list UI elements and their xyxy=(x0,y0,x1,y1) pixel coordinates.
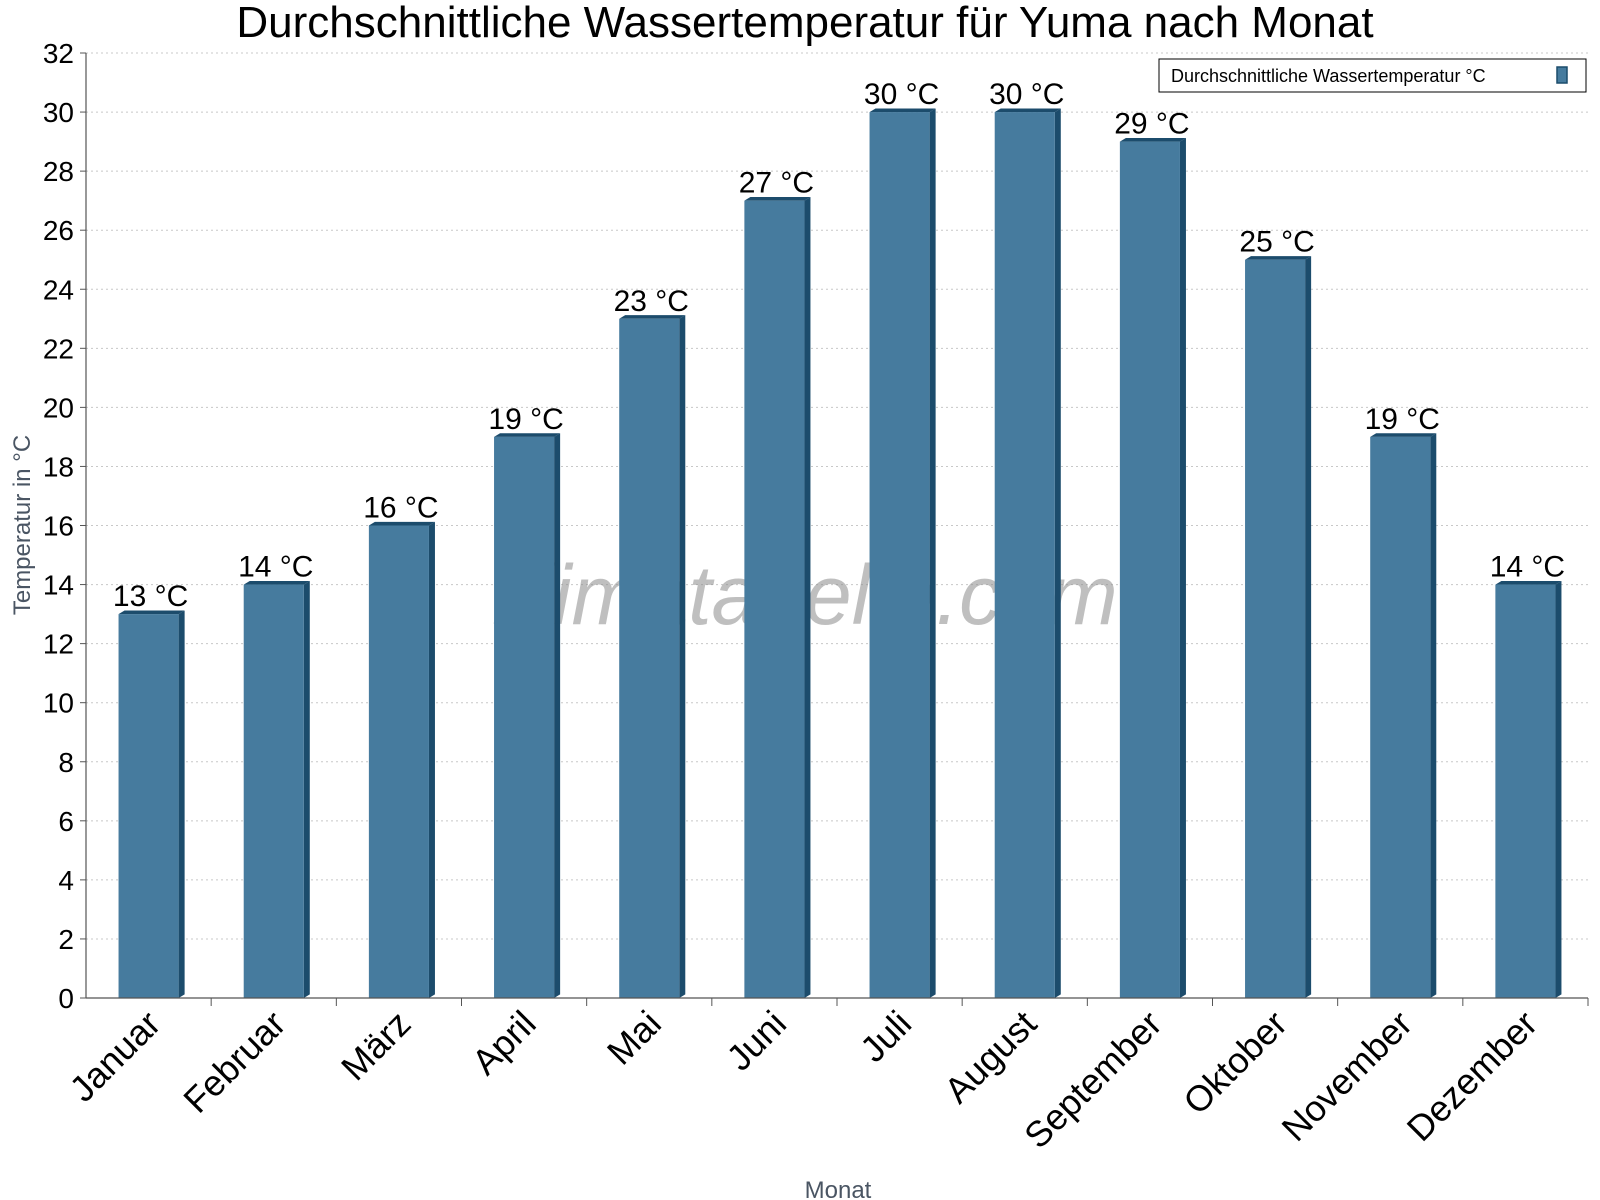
y-tick-label: 4 xyxy=(58,865,74,896)
y-axis-label: Temperatur in °C xyxy=(9,435,36,615)
bar-juli xyxy=(869,108,936,998)
bar xyxy=(1495,584,1556,998)
data-label: 14 °C xyxy=(238,551,313,584)
bar-september xyxy=(1119,137,1186,998)
bar xyxy=(118,614,179,998)
x-tick-label: Juni xyxy=(718,1003,794,1079)
legend: Durchschnittliche Wassertemperatur °C xyxy=(1158,58,1587,93)
data-label: 23 °C xyxy=(614,285,689,318)
bar-top xyxy=(994,108,1061,113)
data-label: 30 °C xyxy=(989,78,1064,111)
y-tick-label: 26 xyxy=(43,215,74,246)
bar xyxy=(1370,436,1431,998)
bar-märz xyxy=(368,521,435,998)
data-label: 19 °C xyxy=(1365,403,1440,436)
bar-side xyxy=(1305,256,1312,998)
y-tick-label: 22 xyxy=(43,333,74,364)
bars: 13 °C 14 °C 16 °C 19 °C 23 °C 27 °C 30 °C 30 °C… xyxy=(113,78,1565,998)
y-tick-label: 0 xyxy=(58,983,74,1014)
bar-side xyxy=(804,197,811,998)
bar xyxy=(368,525,429,998)
bar-top xyxy=(368,521,435,526)
y-tick-label: 2 xyxy=(58,924,74,955)
chart-title: Durchschnittliche Wassertemperatur für Y… xyxy=(236,0,1373,47)
data-label: 27 °C xyxy=(739,167,814,200)
x-axis-label: Monat xyxy=(805,1177,872,1200)
bar-top xyxy=(619,315,686,319)
data-label: 14 °C xyxy=(1490,551,1565,584)
y-tick-label: 12 xyxy=(43,629,74,660)
bar-top xyxy=(118,610,185,615)
y-tick-label: 32 xyxy=(43,38,74,69)
bar-side xyxy=(1179,137,1186,998)
bar xyxy=(243,584,304,998)
bar-side xyxy=(303,580,310,998)
y-tick-label: 14 xyxy=(43,570,74,601)
data-label: 29 °C xyxy=(1114,108,1189,141)
y-tick-label: 20 xyxy=(43,392,74,423)
bar-november xyxy=(1370,433,1437,998)
bar-januar xyxy=(118,610,185,998)
x-tick-label: März xyxy=(333,1003,419,1089)
legend-box xyxy=(1158,58,1587,93)
bar-side xyxy=(1430,433,1437,998)
bar-mai xyxy=(619,315,686,998)
bar-top xyxy=(869,108,936,113)
bar-juni xyxy=(744,197,811,998)
legend-label: Durchschnittliche Wassertemperatur °C xyxy=(1171,66,1486,86)
bar-side xyxy=(1054,108,1061,998)
bar xyxy=(744,200,805,998)
bar-april xyxy=(494,433,561,998)
bar-side xyxy=(428,521,435,998)
x-tick-label: November xyxy=(1273,1003,1419,1149)
x-tick-label: Mai xyxy=(599,1003,669,1073)
grid xyxy=(86,52,1588,940)
y-tick-label: 28 xyxy=(43,156,74,187)
bar-side xyxy=(679,315,686,998)
bar-top xyxy=(744,197,811,201)
bar-top xyxy=(1119,137,1186,142)
bar xyxy=(994,112,1055,998)
bar-side xyxy=(1555,580,1562,998)
bar-top xyxy=(1245,256,1312,260)
bar-august xyxy=(994,108,1061,998)
data-label: 16 °C xyxy=(363,492,438,525)
bar-februar xyxy=(243,580,310,998)
bar-oktober xyxy=(1245,256,1312,998)
y-tick-label: 24 xyxy=(43,274,74,305)
x-tick-label: September xyxy=(1016,1003,1170,1157)
y-tick-label: 6 xyxy=(58,806,74,837)
bar-top xyxy=(1495,580,1562,585)
y-tick-label: 16 xyxy=(43,511,74,542)
data-label: 25 °C xyxy=(1239,226,1314,259)
bar-dezember xyxy=(1495,580,1562,998)
bar xyxy=(619,318,680,998)
bar-side xyxy=(554,433,561,998)
data-label: 30 °C xyxy=(864,78,939,111)
x-tick-label: Dezember xyxy=(1399,1003,1545,1149)
bar-side xyxy=(929,108,936,998)
bar-side xyxy=(178,610,185,998)
x-tick-label: Januar xyxy=(61,1003,168,1110)
bar xyxy=(869,112,930,998)
y-tick-label: 18 xyxy=(43,451,74,482)
x-tick-label: August xyxy=(936,1003,1044,1111)
bar xyxy=(1119,141,1180,998)
data-label: 13 °C xyxy=(113,580,188,613)
x-tick-label: April xyxy=(464,1003,544,1083)
bar-top xyxy=(1370,433,1437,437)
y-tick-label: 10 xyxy=(43,688,74,719)
bar xyxy=(1245,259,1306,998)
legend-swatch xyxy=(1556,66,1568,84)
x-tick-label: Oktober xyxy=(1175,1003,1295,1123)
bar xyxy=(494,436,555,998)
y-tick-label: 8 xyxy=(58,747,74,778)
y-tick-label: 30 xyxy=(43,97,74,128)
x-tick-label: Februar xyxy=(175,1003,293,1121)
x-tick-label: Juli xyxy=(852,1003,919,1070)
bar-top xyxy=(243,580,310,585)
data-label: 19 °C xyxy=(488,403,563,436)
bar-top xyxy=(494,433,561,437)
